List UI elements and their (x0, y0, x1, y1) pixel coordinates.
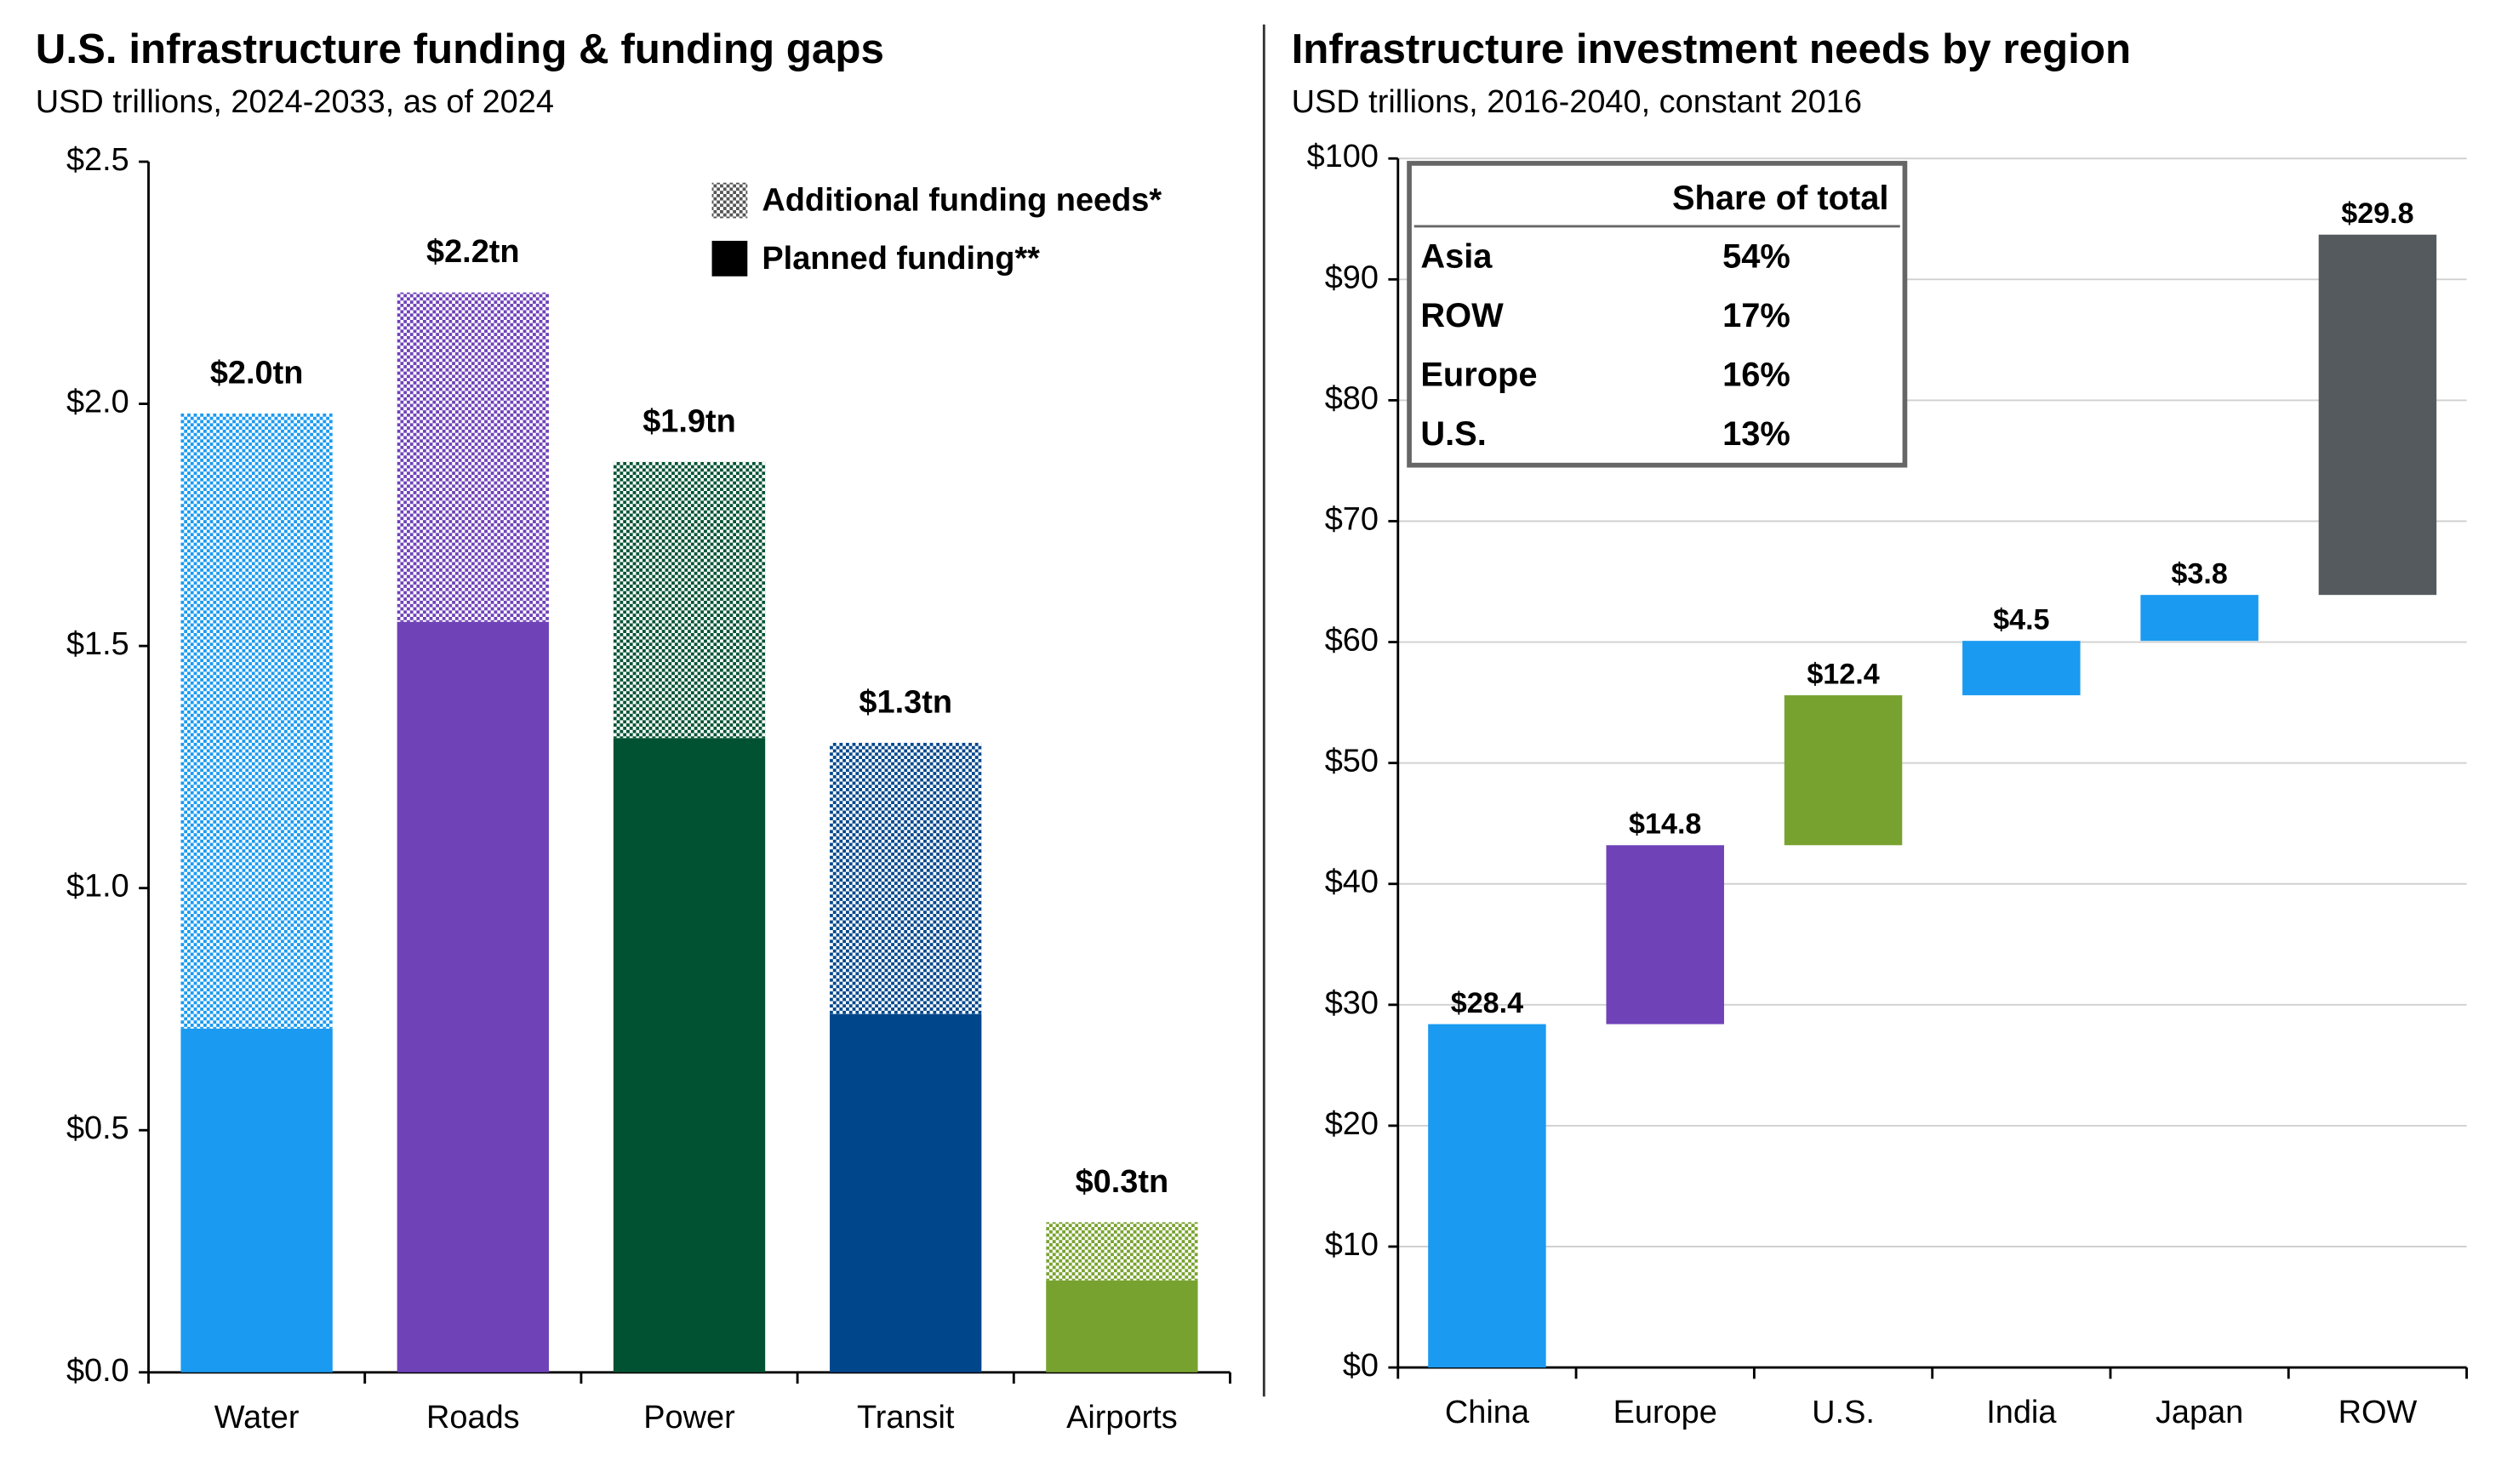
bar (1428, 1024, 1546, 1368)
table-value: 54% (1722, 237, 1790, 275)
legend-swatch (711, 182, 748, 219)
y-tick-label: $0.0 (66, 1353, 129, 1389)
bar-segment (830, 1013, 982, 1373)
x-tick-label: Airports (1066, 1400, 1178, 1435)
y-tick-label: $100 (1307, 139, 1379, 174)
y-tick-label: $20 (1325, 1106, 1379, 1142)
table-header: Share of total (1672, 180, 1889, 217)
y-tick-label: $10 (1325, 1227, 1379, 1263)
y-tick-label: $40 (1325, 865, 1379, 900)
y-tick-label: $30 (1325, 985, 1379, 1021)
bar-segment (613, 738, 766, 1373)
total-label: $2.2tn (426, 234, 520, 270)
x-tick-label: Japan (2156, 1395, 2243, 1430)
bar-segment (180, 413, 333, 1029)
bar-segment (830, 742, 982, 1014)
total-label: $2.0tn (210, 355, 304, 391)
bar-segment (397, 621, 549, 1373)
x-tick-label: Roads (426, 1400, 520, 1435)
x-tick-label: Transit (857, 1400, 955, 1435)
legend-label: Additional funding needs* (762, 182, 1162, 218)
x-tick-label: Europe (1613, 1395, 1717, 1430)
chart-subtitle: USD trillions, 2016-2040, constant 2016 (1292, 84, 1862, 120)
bar-segment (1046, 1280, 1198, 1373)
total-label: $0.3tn (1076, 1164, 1169, 1200)
x-tick-label: India (1986, 1395, 2057, 1430)
table-name: ROW (1420, 297, 1504, 334)
table-box (1407, 161, 1908, 468)
y-tick-label: $1.5 (66, 626, 129, 662)
bar-segment (1046, 1222, 1198, 1281)
value-label: $14.8 (1629, 808, 1701, 841)
table-value: 17% (1722, 297, 1790, 334)
y-tick-label: $2.5 (66, 142, 129, 178)
x-tick-label: Power (643, 1400, 735, 1435)
table-name: U.S. (1420, 415, 1486, 453)
y-tick-label: $1.0 (66, 869, 129, 905)
bar (2318, 234, 2437, 596)
legend-swatch (711, 240, 748, 277)
y-tick-label: $0.5 (66, 1110, 129, 1146)
chart-title: U.S. infrastructure funding & funding ga… (36, 26, 884, 72)
bar-segment (613, 461, 766, 739)
y-tick-label: $60 (1325, 623, 1379, 659)
total-label: $1.3tn (859, 684, 952, 720)
y-tick-label: $70 (1325, 502, 1379, 538)
chart-title: Infrastructure investment needs by regio… (1292, 26, 2132, 72)
x-tick-label: ROW (2339, 1395, 2418, 1430)
bar (1606, 845, 1724, 1025)
bar (1784, 695, 1903, 846)
chart-subtitle: USD trillions, 2024-2033, as of 2024 (36, 84, 554, 120)
table-value: 16% (1722, 357, 1790, 394)
x-tick-label: China (1445, 1395, 1530, 1430)
bar (2140, 595, 2259, 642)
bar-segment (180, 1028, 333, 1373)
legend-label: Planned funding** (762, 241, 1040, 277)
value-label: $28.4 (1451, 987, 1523, 1019)
value-label: $4.5 (1993, 603, 2049, 636)
y-tick-label: $90 (1325, 260, 1379, 295)
y-tick-label: $50 (1325, 744, 1379, 779)
total-label: $1.9tn (642, 403, 736, 439)
value-label: $3.8 (2171, 557, 2227, 590)
y-tick-label: $80 (1325, 380, 1379, 416)
table-value: 13% (1722, 415, 1790, 453)
y-tick-label: $2.0 (66, 385, 129, 420)
bar (1962, 641, 2081, 696)
table-name: Asia (1420, 237, 1493, 275)
x-tick-label: Water (214, 1400, 300, 1435)
bar-segment (397, 292, 549, 622)
y-tick-label: $0 (1343, 1348, 1379, 1384)
value-label: $12.4 (1807, 658, 1879, 690)
value-label: $29.8 (2341, 197, 2413, 230)
x-tick-label: U.S. (1812, 1395, 1875, 1430)
table-name: Europe (1420, 357, 1537, 394)
